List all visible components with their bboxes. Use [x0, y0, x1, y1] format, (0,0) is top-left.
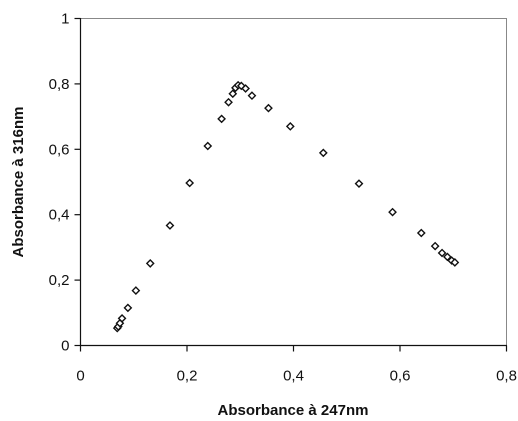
data-point — [228, 89, 238, 99]
data-point — [123, 303, 133, 313]
data-point — [388, 207, 397, 217]
data-point — [131, 286, 141, 295]
y-tick-label: 1 — [61, 11, 69, 28]
y-tick-label: 0,4 — [49, 207, 70, 224]
data-point — [185, 178, 195, 188]
x-tick-label: 0,8 — [496, 368, 517, 385]
data-point — [241, 84, 250, 93]
y-axis-label: Absorbance à 316nm — [10, 107, 27, 258]
data-point — [165, 221, 175, 230]
y-tick-label: 0 — [61, 338, 69, 355]
x-axis-ticks: 0 0,2 0,4 0,6 0,8 — [76, 345, 517, 385]
data-point — [450, 258, 460, 267]
data-point — [443, 252, 452, 262]
data-point — [416, 228, 426, 238]
data-point — [224, 97, 233, 107]
y-axis-ticks: 0 0,2 0,4 0,6 0,8 1 — [49, 11, 81, 355]
y-tick-label: 0,8 — [49, 76, 70, 93]
x-tick-label: 0,6 — [390, 368, 411, 385]
data-point — [354, 179, 364, 189]
data-point — [430, 241, 440, 251]
x-tick-label: 0,4 — [283, 368, 304, 385]
data-points — [112, 80, 460, 333]
data-point — [117, 313, 127, 323]
x-axis-label: Absorbance à 247nm — [218, 402, 369, 419]
x-tick-label: 0,2 — [177, 368, 198, 385]
y-tick-label: 0,2 — [49, 272, 70, 289]
data-point — [145, 259, 155, 268]
plot-area-frame — [80, 18, 507, 346]
data-point — [318, 148, 328, 158]
y-tick-label: 0,6 — [49, 141, 70, 158]
data-point — [247, 91, 257, 101]
data-point — [217, 114, 227, 124]
data-point — [203, 141, 213, 151]
data-point — [437, 248, 447, 258]
x-tick-label: 0 — [76, 368, 84, 385]
data-point — [264, 103, 273, 113]
data-point — [285, 122, 295, 131]
